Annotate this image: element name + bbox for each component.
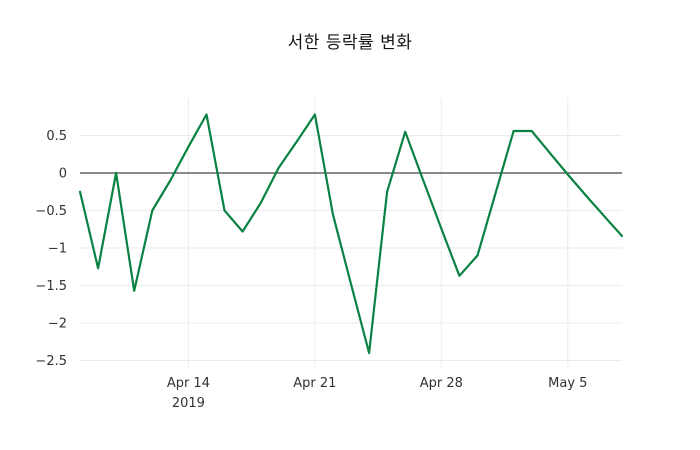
x-tick-label: Apr 21 <box>293 376 336 391</box>
chart-title: 서한 등락률 변화 <box>287 33 413 53</box>
x-tick-label: Apr 28 <box>420 376 463 391</box>
x-tick-label: Apr 14 <box>167 376 210 391</box>
x-tick-label: May 5 <box>548 376 587 391</box>
y-tick-label: 0 <box>59 167 67 182</box>
y-tick-label: −1.5 <box>35 279 67 294</box>
x-tick-year-label: 2019 <box>172 396 205 411</box>
y-tick-label: −0.5 <box>35 204 67 219</box>
y-tick-label: −2 <box>48 317 67 332</box>
y-tick-label: −2.5 <box>35 354 67 369</box>
y-tick-label: −1 <box>48 242 67 257</box>
series-line <box>78 113 624 355</box>
y-tick-label: 0.5 <box>46 129 67 144</box>
